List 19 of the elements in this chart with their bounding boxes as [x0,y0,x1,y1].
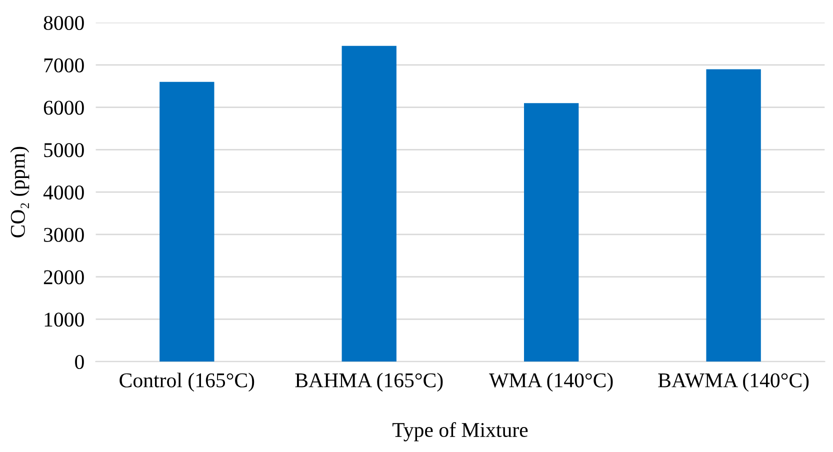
y-tick-label: 0 [75,354,84,370]
y-tick-label: 2000 [44,270,84,284]
x-tick-label: BAWMA (140°C) [658,372,809,392]
x-tick-label: WMA (140°C) [489,372,613,392]
y-tick-label: 7000 [44,58,84,72]
y-tick-label: 3000 [44,228,84,242]
bar [342,46,396,362]
x-tick-label: BAHMA (165°C) [295,372,443,392]
y-axis-title: CO₂ (ppm) [10,146,30,238]
x-tick-label: Control (165°C) [120,372,254,392]
bar [524,103,579,362]
x-axis-title: Type of Mixture [392,422,528,442]
y-tick-label: 6000 [44,100,84,115]
y-tick-label: 4000 [43,185,84,200]
bar [160,82,214,362]
y-tick-label: 5000 [44,143,84,158]
y-tick-label: 8000 [44,16,84,30]
y-tick-label: 1000 [44,312,84,327]
bar [706,69,761,362]
